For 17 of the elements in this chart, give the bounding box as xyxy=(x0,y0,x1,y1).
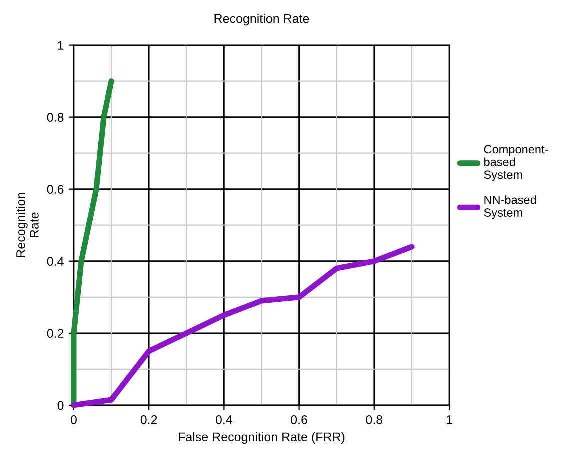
y-tick-label: 0.2 xyxy=(47,329,64,338)
y-tick-label: 0 xyxy=(58,401,64,410)
chart-title: Recognition Rate xyxy=(214,14,310,26)
x-axis-title: False Recognition Rate (FRR) xyxy=(179,432,345,444)
y-tick-label: 1 xyxy=(58,41,64,50)
x-tick-label: 0.4 xyxy=(216,415,233,424)
x-tick-label: 0 xyxy=(70,415,77,424)
x-tick-label: 0.2 xyxy=(140,415,158,424)
x-tick-label: 0.6 xyxy=(291,415,308,424)
y-tick-label: 0.8 xyxy=(47,113,64,122)
legend-label: NN-based System xyxy=(484,196,536,220)
y-axis-title: Recognition Rate xyxy=(16,193,39,258)
y-tick-label: 0.4 xyxy=(47,257,64,266)
legend-label: Component- based System xyxy=(484,145,548,182)
y-tick-label: 0.6 xyxy=(47,185,64,194)
x-tick-label: 1 xyxy=(446,416,452,424)
x-tick-label: 0.8 xyxy=(366,415,383,424)
